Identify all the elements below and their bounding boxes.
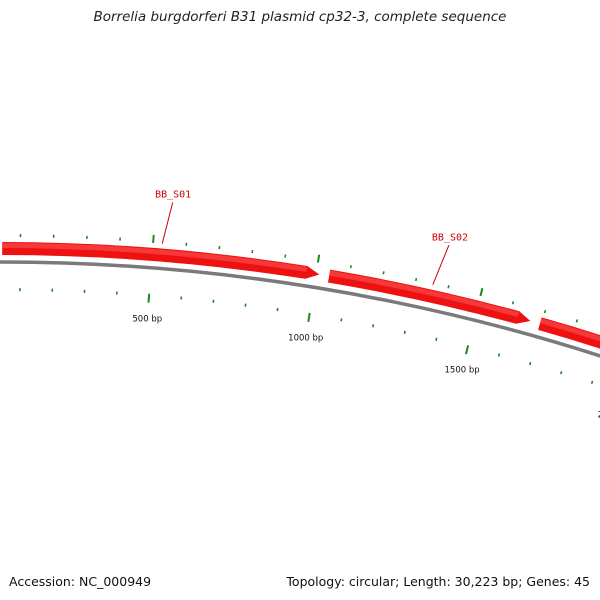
map-title: Borrelia burgdorferi B31 plasmid cp32-3,… [93, 9, 507, 25]
inner-tick-minor [372, 324, 375, 328]
gene-arrow-bb-s01[interactable] [2, 242, 320, 279]
inner-tick-minor [560, 370, 563, 375]
inner-tick-major [307, 312, 311, 322]
inner-tick-minor [435, 337, 438, 341]
scale-label: 500 bp [132, 315, 162, 325]
outer-tick-minor [575, 319, 579, 323]
outer-tick-minor [349, 265, 352, 269]
inner-tick-major [464, 345, 470, 355]
gene-highlight [329, 270, 520, 317]
inner-tick-minor [497, 353, 501, 357]
outer-tick-minor [511, 301, 515, 305]
outer-tick-major [152, 234, 155, 243]
gene-label: BB_S01 [155, 189, 191, 200]
inner-tick-minor [590, 380, 594, 384]
gene-highlight [2, 243, 308, 272]
gene-track [2, 242, 600, 349]
outer-tick-minor [543, 309, 547, 314]
outer-tick-minor [414, 277, 418, 282]
inner-ticks [19, 288, 594, 384]
topology-label: Topology: circular; Length: 30,223 bp; G… [286, 574, 590, 589]
gene-leader-line [161, 202, 174, 244]
outer-tick-minor [382, 271, 385, 275]
inner-tick-minor [403, 330, 406, 334]
backbone-arc [0, 260, 600, 358]
gene-highlight [540, 318, 600, 342]
outer-tick-major [316, 254, 321, 263]
outer-ticks [19, 234, 579, 323]
scale-label: 1500 bp [445, 366, 480, 376]
scale-label: 1000 bp [288, 334, 323, 344]
gene-leader-line [432, 245, 450, 285]
gene-labels: BB_S01 BB_S02 [155, 189, 468, 285]
inner-tick-minor [529, 361, 532, 366]
gene-label: BB_S02 [432, 232, 468, 243]
scale-label: 2000 bp [598, 411, 600, 421]
inner-tick-minor [340, 318, 343, 322]
outer-tick-major [479, 287, 484, 297]
outer-tick-minor [447, 285, 450, 289]
accession-label: Accession: NC_000949 [9, 574, 152, 589]
inner-tick-major [147, 293, 151, 303]
